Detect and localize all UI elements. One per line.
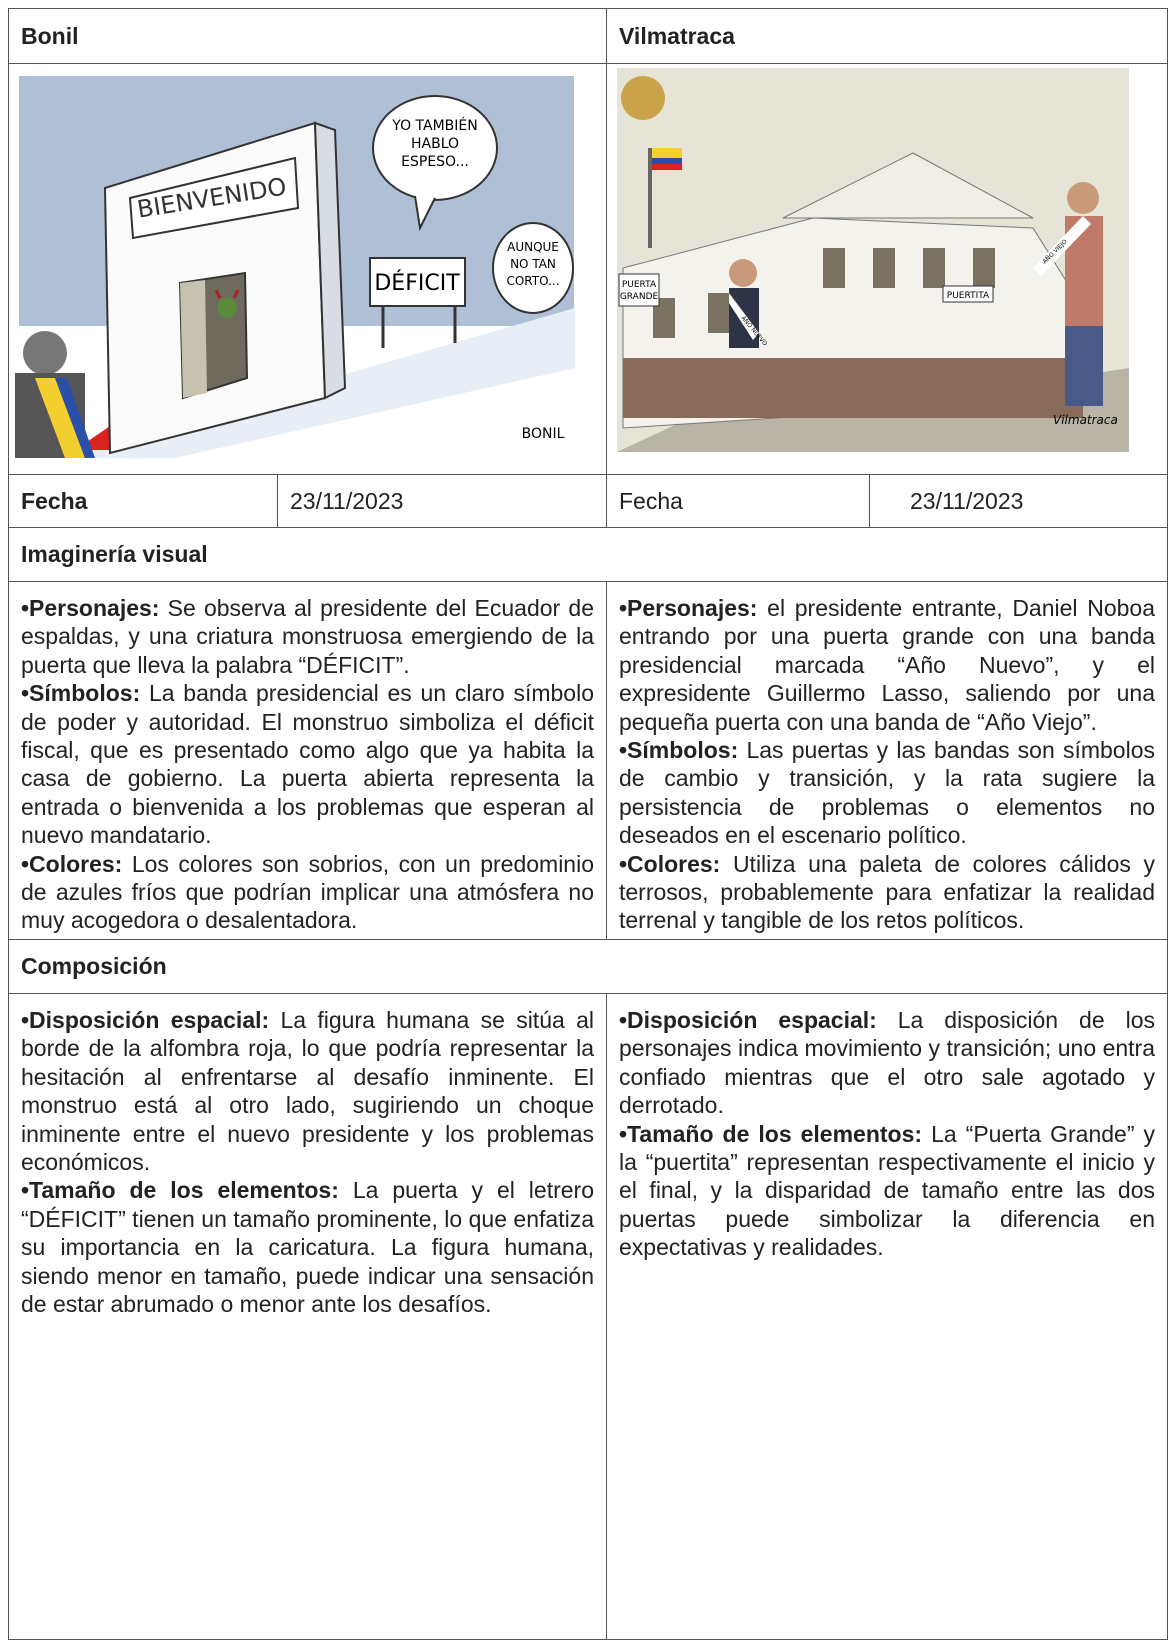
item-text: La banda presidencial es un claro símbol… [21,680,594,849]
item-label: •Personajes: [619,595,758,621]
cartoon-bonil: BIENVENIDO YO TAMBIÉN HABLO ESPESO... DÉ… [15,68,599,458]
bubble-line: CORTO... [506,274,559,288]
paragraph: •Disposición espacial: La disposición de… [619,1006,1155,1120]
bubble-line: AUNQUE [507,240,559,254]
section-title: Imaginería visual [8,527,1168,582]
bubble-line: ESPESO... [401,154,469,170]
item-text: el presidente entrante, Daniel Noboa ent… [619,595,1155,735]
date-value: 23/11/2023 [277,474,607,528]
date-label: Fecha [606,474,870,528]
bubble-line: NO TAN [510,257,556,271]
door-label: PUERTITA [947,291,990,301]
door-label: PUERTA [622,280,657,290]
item-label: •Símbolos: [619,737,739,764]
text-cell: •Disposición espacial: La disposición de… [606,992,1168,1640]
item-label: •Colores: [21,850,123,877]
item-label: •Colores: [619,850,721,877]
paragraph: •Tamaño de los elementos: La puerta y el… [21,1176,594,1318]
item-text: La figura humana se sitúa al borde de la… [21,1006,594,1175]
paragraph: •Personajes: Se observa al presidente de… [21,594,594,679]
paragraph: •Tamaño de los elementos: La “Puerta Gra… [619,1120,1155,1262]
door-label: GRANDE [620,292,659,302]
header-cell: Bonil [8,8,607,64]
item-text: Se observa al presidente del Ecuador de … [21,595,594,678]
item-text: Utiliza una paleta de colores cálidos y … [619,850,1155,934]
paragraph: •Colores: Utiliza una paleta de colores … [619,850,1155,935]
cartoon-vilmatraca: PUERTA GRANDE PUERTITA AÑO NUEVO AÑO VIE… [617,68,1129,452]
image-cell: PUERTA GRANDE PUERTITA AÑO NUEVO AÑO VIE… [606,63,1168,475]
analysis-table: Bonil Vilmatraca BIENVENIDO YO TAMBIÉN [8,8,1168,1640]
text-cell: •Personajes: Se observa al presidente de… [8,581,607,940]
item-text: Las puertas y las bandas son símbolos de… [619,737,1155,849]
item-label: •Disposición espacial: [619,1006,877,1033]
header-cell: Vilmatraca [606,8,1168,64]
text-cell: •Personajes: el presidente entrante, Dan… [606,581,1168,940]
item-text: La “Puerta Grande” y la “puertita” repre… [619,1120,1155,1261]
paragraph: •Disposición espacial: La figura humana … [21,1006,594,1176]
signature: BONIL [522,426,565,442]
paragraph: •Personajes: el presidente entrante, Dan… [619,594,1155,736]
item-text: La disposición de los personajes indica … [619,1006,1155,1119]
image-cell: BIENVENIDO YO TAMBIÉN HABLO ESPESO... DÉ… [8,63,607,475]
bubble-line: YO TAMBIÉN [391,117,477,134]
paragraph: •Símbolos: La banda presidencial es un c… [21,679,594,849]
item-label: •Símbolos: [21,680,141,707]
deficit-sign: DÉFICIT [374,270,460,296]
date-label: Fecha [8,474,278,528]
date-value: 23/11/2023 [869,474,1168,528]
item-label: •Disposición espacial: [21,1006,270,1033]
page: Bonil Vilmatraca BIENVENIDO YO TAMBIÉN [8,8,1168,1640]
text-cell: •Disposición espacial: La figura humana … [8,992,607,1640]
item-label: •Personajes: [21,595,160,621]
bubble-line: HABLO [411,136,459,152]
item-label: •Tamaño de los elementos: [21,1177,339,1204]
item-label: •Tamaño de los elementos: [619,1120,923,1147]
item-text: La puerta y el letrero “DÉFICIT” tienen … [21,1177,595,1317]
item-text: Los colores son sobrios, con un predomin… [21,850,594,934]
paragraph: •Colores: Los colores son sobrios, con u… [21,850,594,935]
paragraph: •Símbolos: Las puertas y las bandas son … [619,736,1155,850]
signature: Vilmatraca [1053,413,1118,427]
section-title: Composición [8,938,1168,994]
